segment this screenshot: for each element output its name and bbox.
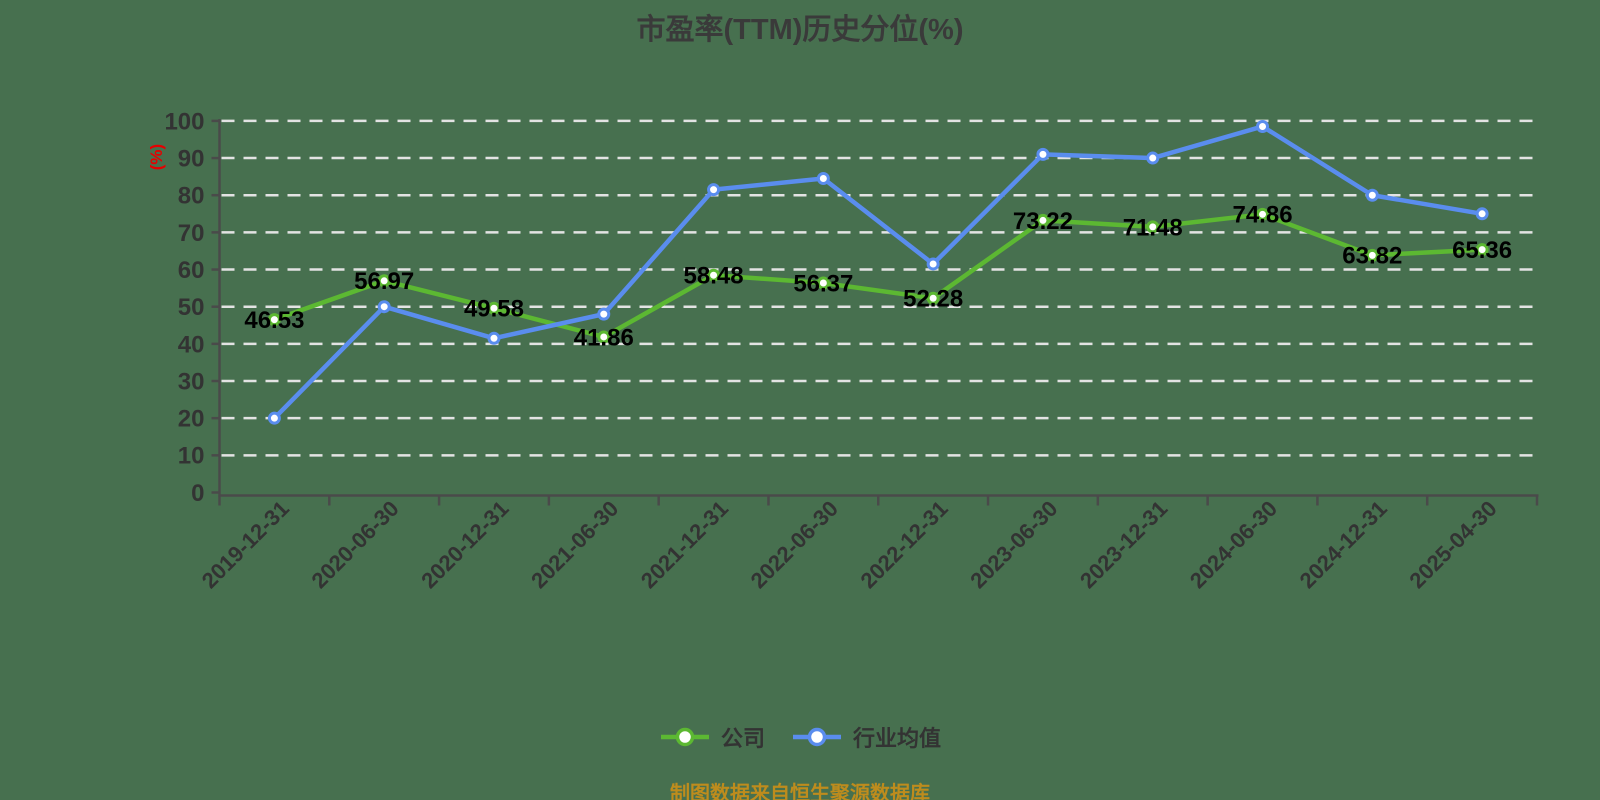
series-company-labels: 46.53 56.97 49.58 41.86 58.48 56.37 52.28 73.22… xyxy=(244,202,1512,352)
data-point-industry-average[interactable] xyxy=(1036,147,1050,161)
y-tick-label: 40 xyxy=(178,331,205,358)
data-point-label: 65.36 xyxy=(1452,237,1512,264)
axes: 0 10 20 30 40 50 60 70 80 90 100 2019-12-31 2020-06-… xyxy=(164,108,1539,593)
data-point-label: 52.28 xyxy=(903,286,963,313)
data-point-company[interactable] xyxy=(816,276,830,290)
data-point-label: 49.58 xyxy=(464,296,524,323)
y-tick-label: 60 xyxy=(178,257,205,284)
y-tick-label: 0 xyxy=(191,480,204,507)
y-tick-label: 10 xyxy=(178,443,205,470)
data-point-company[interactable] xyxy=(1256,207,1270,221)
data-point-industry-average[interactable] xyxy=(267,411,281,425)
x-tick-label: 2025-04-30 xyxy=(1404,496,1501,593)
y-tick-label: 90 xyxy=(178,145,205,172)
x-tick-label: 2021-12-31 xyxy=(636,496,733,593)
data-point-label: 63.82 xyxy=(1342,243,1402,270)
legend-label-company: 公司 xyxy=(720,726,765,751)
data-point-company[interactable] xyxy=(1146,220,1160,234)
y-tick-label: 30 xyxy=(178,368,205,395)
data-point-industry-average[interactable] xyxy=(816,171,830,185)
x-tick-label: 2022-06-30 xyxy=(746,496,843,593)
data-point-company[interactable] xyxy=(926,291,940,305)
data-point-label: 46.53 xyxy=(244,307,304,334)
y-tick-label: 70 xyxy=(178,220,205,247)
data-point-industry-average[interactable] xyxy=(1256,119,1270,133)
x-tick-label: 2023-12-31 xyxy=(1075,496,1172,593)
data-point-label: 56.97 xyxy=(354,268,414,295)
data-point-company[interactable] xyxy=(1036,213,1050,227)
data-point-industry-average[interactable] xyxy=(926,257,940,271)
industry-average-line-marker-icon xyxy=(793,727,841,747)
y-tick-label: 80 xyxy=(178,183,205,210)
data-point-label: 58.48 xyxy=(684,263,744,290)
data-point-company[interactable] xyxy=(1475,243,1489,257)
data-point-label: 74.86 xyxy=(1232,202,1292,229)
series-industry-average-line[interactable] xyxy=(272,124,1485,421)
data-point-company[interactable] xyxy=(1365,248,1379,262)
data-source-note: 制图数据来自恒生聚源数据库 xyxy=(670,783,930,800)
data-point-industry-average[interactable] xyxy=(1475,207,1489,221)
data-point-label: 41.86 xyxy=(574,324,634,351)
y-tick-label: 50 xyxy=(178,294,205,321)
data-point-label: 56.37 xyxy=(793,270,853,297)
data-point-company[interactable] xyxy=(377,274,391,288)
data-point-industry-average[interactable] xyxy=(1146,151,1160,165)
data-point-industry-average[interactable] xyxy=(377,300,391,314)
data-point-company[interactable] xyxy=(267,313,281,327)
x-tick-label: 2022-12-31 xyxy=(855,496,952,593)
x-tick-label: 2019-12-31 xyxy=(197,496,294,593)
y-tick-label: 100 xyxy=(164,108,204,135)
x-tick-label: 2023-06-30 xyxy=(965,496,1062,593)
data-point-industry-average[interactable] xyxy=(1365,188,1379,202)
series-industry-average[interactable] xyxy=(267,119,1489,425)
x-tick-label: 2020-06-30 xyxy=(306,496,403,593)
data-point-company[interactable] xyxy=(487,301,501,315)
data-point-industry-average[interactable] xyxy=(597,307,611,321)
x-tick-label: 2020-12-31 xyxy=(416,496,513,593)
data-point-industry-average[interactable] xyxy=(487,331,501,345)
data-point-label: 71.48 xyxy=(1123,214,1183,241)
x-tick-label: 2024-12-31 xyxy=(1295,496,1392,593)
x-tick-label: 2024-06-30 xyxy=(1185,496,1282,593)
company-line-marker-icon xyxy=(660,727,709,747)
data-point-industry-average[interactable] xyxy=(707,183,721,197)
legend-item-company[interactable]: 公司 xyxy=(659,721,765,753)
legend-label-industry-average: 行业均值 xyxy=(853,726,942,751)
series-company[interactable] xyxy=(267,207,1489,344)
data-point-company[interactable] xyxy=(707,268,721,282)
series-company-line[interactable] xyxy=(272,212,1485,340)
data-point-label: 73.22 xyxy=(1013,208,1073,235)
data-point-company[interactable] xyxy=(597,330,611,344)
legend: 公司 行业均值 xyxy=(0,722,1600,752)
y-tick-label: 20 xyxy=(178,406,205,433)
chart-title: 市盈率(TTM)历史分位(%) xyxy=(636,14,964,46)
x-tick-label: 2021-06-30 xyxy=(526,496,623,593)
legend-item-industry-average[interactable]: 行业均值 xyxy=(791,721,941,753)
